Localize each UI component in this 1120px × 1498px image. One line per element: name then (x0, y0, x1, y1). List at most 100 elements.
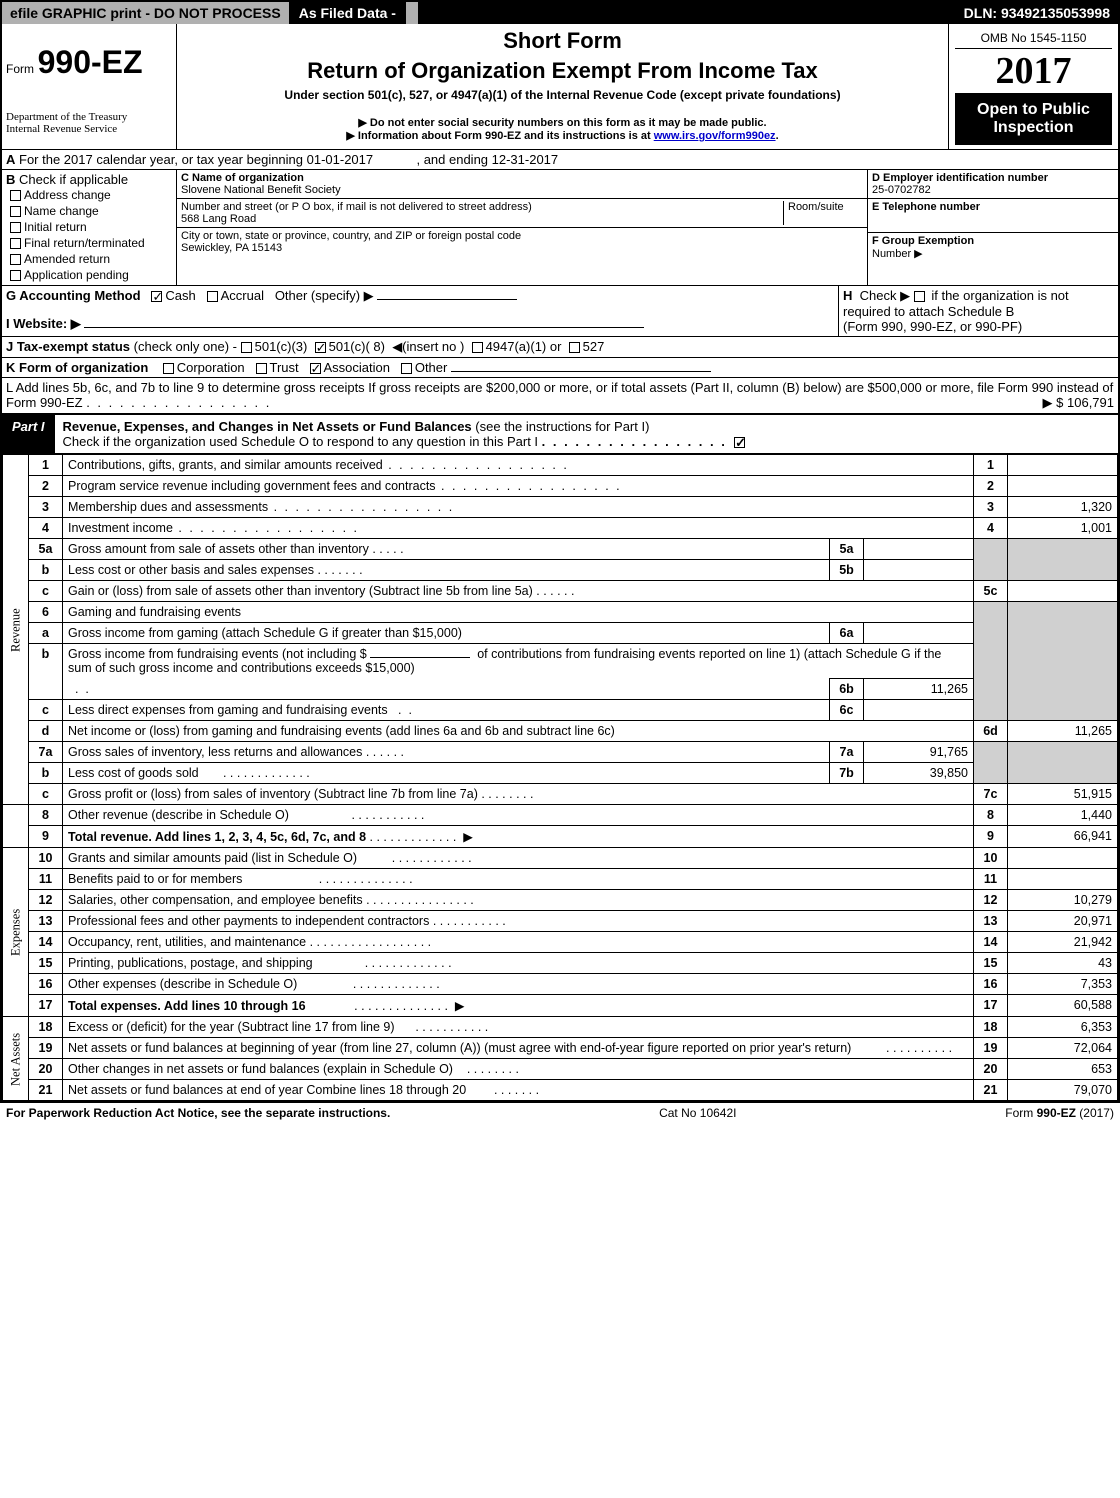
l18-no: 18 (29, 1017, 63, 1038)
section-def: D Employer identification number 25-0702… (868, 170, 1118, 285)
part1-title: Revenue, Expenses, and Changes in Net As… (63, 419, 472, 434)
l13-text: Professional fees and other payments to … (63, 911, 974, 932)
l1-val (1008, 455, 1118, 476)
section-a-text: For the 2017 calendar year, or tax year … (19, 152, 373, 167)
section-c: C Name of organization Slovene National … (177, 170, 868, 285)
efile-label: efile GRAPHIC print - DO NOT PROCESS (2, 2, 289, 24)
addr-label: Number and street (or P O box, if mail i… (181, 201, 783, 213)
l5b-no: b (29, 560, 63, 581)
l1-text: Contributions, gifts, grants, and simila… (63, 455, 974, 476)
l7a-no: 7a (29, 742, 63, 763)
check-4947[interactable] (472, 342, 483, 353)
section-d-label: D Employer identification number (872, 172, 1114, 184)
l6-no: 6 (29, 602, 63, 623)
section-l-amount: ▶ $ 106,791 (1043, 395, 1114, 411)
label-accrual: Accrual (221, 288, 264, 303)
check-schedule-o[interactable] (734, 437, 745, 448)
l8-no: 8 (29, 805, 63, 826)
l17-col: 17 (974, 995, 1008, 1017)
check-application-pending[interactable] (10, 270, 21, 281)
l6d-text: Net income or (loss) from gaming and fun… (63, 721, 974, 742)
check-527[interactable] (569, 342, 580, 353)
section-i-label: I Website: ▶ (6, 316, 81, 331)
l6c-boxval (864, 700, 974, 721)
section-b-label: Check if applicable (19, 172, 128, 187)
l8-text: Other revenue (describe in Schedule O) .… (63, 805, 974, 826)
l8-col: 8 (974, 805, 1008, 826)
label-application-pending: Application pending (24, 268, 129, 282)
l6a-box: 6a (830, 623, 864, 644)
label-other-org: Other (415, 360, 448, 375)
irs-link[interactable]: www.irs.gov/form990ez (654, 130, 776, 142)
check-corp[interactable] (163, 363, 174, 374)
part1-dots (542, 434, 727, 449)
main-title: Return of Organization Exempt From Incom… (185, 58, 940, 84)
l18-val: 6,353 (1008, 1017, 1118, 1038)
l1-no: 1 (29, 455, 63, 476)
l3-col: 3 (974, 497, 1008, 518)
form-number: 990-EZ (38, 44, 143, 80)
l15-col: 15 (974, 953, 1008, 974)
l6b-text1: Gross income from fundraising events (no… (63, 644, 974, 679)
l6b-sum-row: . . (63, 679, 830, 700)
check-final-return[interactable] (10, 238, 21, 249)
l15-text: Printing, publications, postage, and shi… (63, 953, 974, 974)
check-501c[interactable] (315, 342, 326, 353)
check-initial-return[interactable] (10, 222, 21, 233)
section-e-label: E Telephone number (872, 201, 1114, 213)
l6c-no: c (29, 700, 63, 721)
l13-val: 20,971 (1008, 911, 1118, 932)
check-cash[interactable] (151, 291, 162, 302)
l15-no: 15 (29, 953, 63, 974)
l7b-text: Less cost of goods sold . . . . . . . . … (63, 763, 830, 784)
l7a-text: Gross sales of inventory, less returns a… (63, 742, 830, 763)
l7c-val: 51,915 (1008, 784, 1118, 805)
l7b-box: 7b (830, 763, 864, 784)
label-trust: Trust (270, 360, 299, 375)
l16-col: 16 (974, 974, 1008, 995)
form-prefix: Form (6, 62, 34, 76)
l20-text: Other changes in net assets or fund bala… (63, 1059, 974, 1080)
open-to-public: Open to Public Inspection (955, 93, 1112, 145)
l12-col: 12 (974, 890, 1008, 911)
section-j: J Tax-exempt status (check only one) - 5… (2, 337, 1118, 358)
check-schedule-b[interactable] (914, 291, 925, 302)
l7c-no: c (29, 784, 63, 805)
note-info: ▶ Information about Form 990-EZ and its … (185, 129, 940, 142)
check-assoc[interactable] (310, 363, 321, 374)
section-a: A For the 2017 calendar year, or tax yea… (2, 150, 1118, 170)
check-501c3[interactable] (241, 342, 252, 353)
footer: For Paperwork Reduction Act Notice, see … (0, 1103, 1120, 1123)
footer-right: Form 990-EZ (2017) (1005, 1106, 1114, 1120)
org-city: Sewickley, PA 15143 (181, 242, 863, 254)
l3-val: 1,320 (1008, 497, 1118, 518)
check-accrual[interactable] (207, 291, 218, 302)
l6d-no: d (29, 721, 63, 742)
header-right: OMB No 1545-1150 2017 Open to Public Ins… (948, 24, 1118, 149)
check-other-org[interactable] (401, 363, 412, 374)
l6b-no: b (29, 644, 63, 700)
label-amended-return: Amended return (24, 252, 110, 266)
tax-year: 2017 (955, 49, 1112, 93)
section-b: B Check if applicable Address change Nam… (2, 170, 177, 285)
check-address-change[interactable] (10, 190, 21, 201)
l18-col: 18 (974, 1017, 1008, 1038)
omb-number: OMB No 1545-1150 (955, 28, 1112, 49)
l10-val (1008, 848, 1118, 869)
org-address: 568 Lang Road (181, 213, 783, 225)
l5b-boxval (864, 560, 974, 581)
check-amended-return[interactable] (10, 254, 21, 265)
label-address-change: Address change (24, 188, 111, 202)
subtitle: Under section 501(c), 527, or 4947(a)(1)… (185, 88, 940, 102)
l21-no: 21 (29, 1080, 63, 1101)
section-a-ending: , and ending 12-31-2017 (416, 152, 558, 167)
l9-no: 9 (29, 826, 63, 848)
label-name-change: Name change (24, 204, 99, 218)
l2-val (1008, 476, 1118, 497)
l5a-no: 5a (29, 539, 63, 560)
l6a-text: Gross income from gaming (attach Schedul… (63, 623, 830, 644)
l14-val: 21,942 (1008, 932, 1118, 953)
check-name-change[interactable] (10, 206, 21, 217)
check-trust[interactable] (256, 363, 267, 374)
label-4947: 4947(a)(1) or (486, 339, 562, 354)
